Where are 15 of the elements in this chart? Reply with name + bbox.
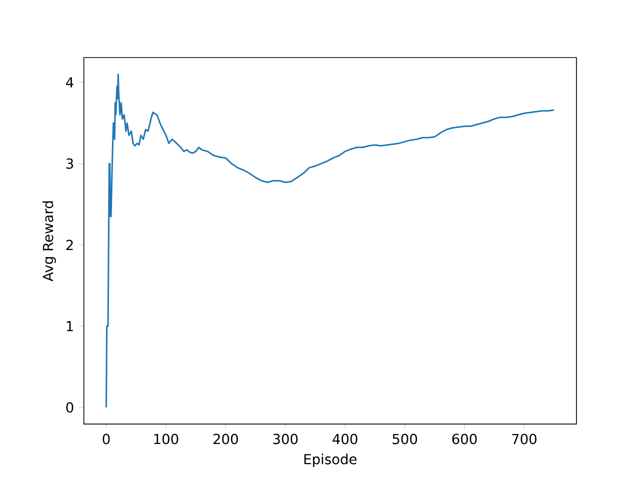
x-tick-label: 0 xyxy=(102,434,110,444)
x-tick-label: 400 xyxy=(332,434,358,444)
y-axis-title: Avg Reward xyxy=(42,202,56,282)
x-tick-label: 500 xyxy=(392,434,418,444)
y-tick-label: 3 xyxy=(66,158,74,169)
x-axis-title: Episode xyxy=(304,454,357,468)
y-tick-label: 0 xyxy=(66,402,74,413)
y-tick-label: 4 xyxy=(66,77,74,88)
x-tick-label: 200 xyxy=(214,434,238,444)
y-tick-label: 2 xyxy=(66,240,73,250)
x-tick-label: 100 xyxy=(154,434,178,444)
y-tick-label: 1 xyxy=(66,321,73,332)
x-tick-label: 700 xyxy=(512,434,536,444)
x-tick-label: 300 xyxy=(273,434,298,444)
x-tick-label: 600 xyxy=(452,434,477,444)
